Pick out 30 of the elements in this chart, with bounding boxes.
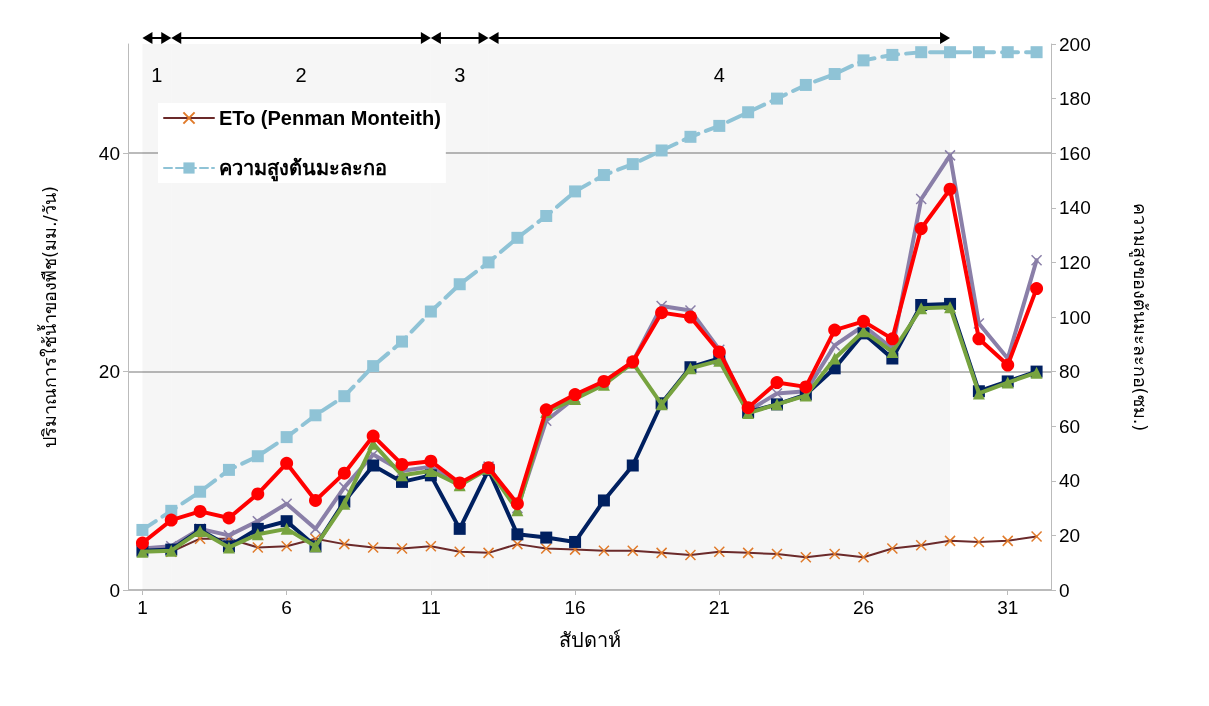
x-tick-label: 6 [281, 597, 292, 618]
y2-tick-label: 180 [1059, 88, 1091, 110]
y2-axis-title: ความสูงของต้นมะละกอ(ซม.) [1128, 202, 1151, 432]
legend-label: ETo (Penman Monteith) [219, 107, 441, 129]
band-label: 2 [295, 64, 307, 86]
x-axis-title: สัปดาห์ [558, 628, 621, 652]
x-tick-label: 26 [852, 597, 875, 618]
x-tick-label: 21 [708, 597, 730, 618]
band-label: 3 [454, 64, 466, 86]
y2-tick-label: 40 [1059, 470, 1081, 492]
y2-tick-label: 120 [1059, 251, 1091, 273]
band-label: 4 [713, 64, 725, 86]
y2-tick-label: 140 [1059, 197, 1091, 219]
y2-tick-label: 200 [1059, 33, 1091, 55]
y2-tick-label: 160 [1059, 142, 1091, 164]
y2-tick-label: 60 [1059, 415, 1081, 437]
x-tick-label: 31 [997, 597, 1019, 618]
x-tick-label: 16 [564, 597, 586, 618]
y-axis-title: ปริมาณการใช้น้ำของพืช(มม./วัน) [36, 186, 60, 448]
legend-label: ความสูงต้นมะละกอ [219, 157, 387, 182]
y-tick-label: 0 [109, 579, 120, 601]
y-tick-label: 20 [98, 361, 120, 383]
x-tick-label: 11 [420, 597, 441, 618]
y2-tick-label: 20 [1059, 524, 1081, 546]
y2-tick-label: 100 [1059, 306, 1091, 328]
y2-tick-label: 0 [1059, 579, 1070, 601]
y2-tick-label: 80 [1059, 361, 1081, 383]
y-tick-label: 40 [98, 142, 120, 164]
x-tick-label: 1 [137, 597, 148, 618]
band-label: 1 [151, 64, 163, 86]
